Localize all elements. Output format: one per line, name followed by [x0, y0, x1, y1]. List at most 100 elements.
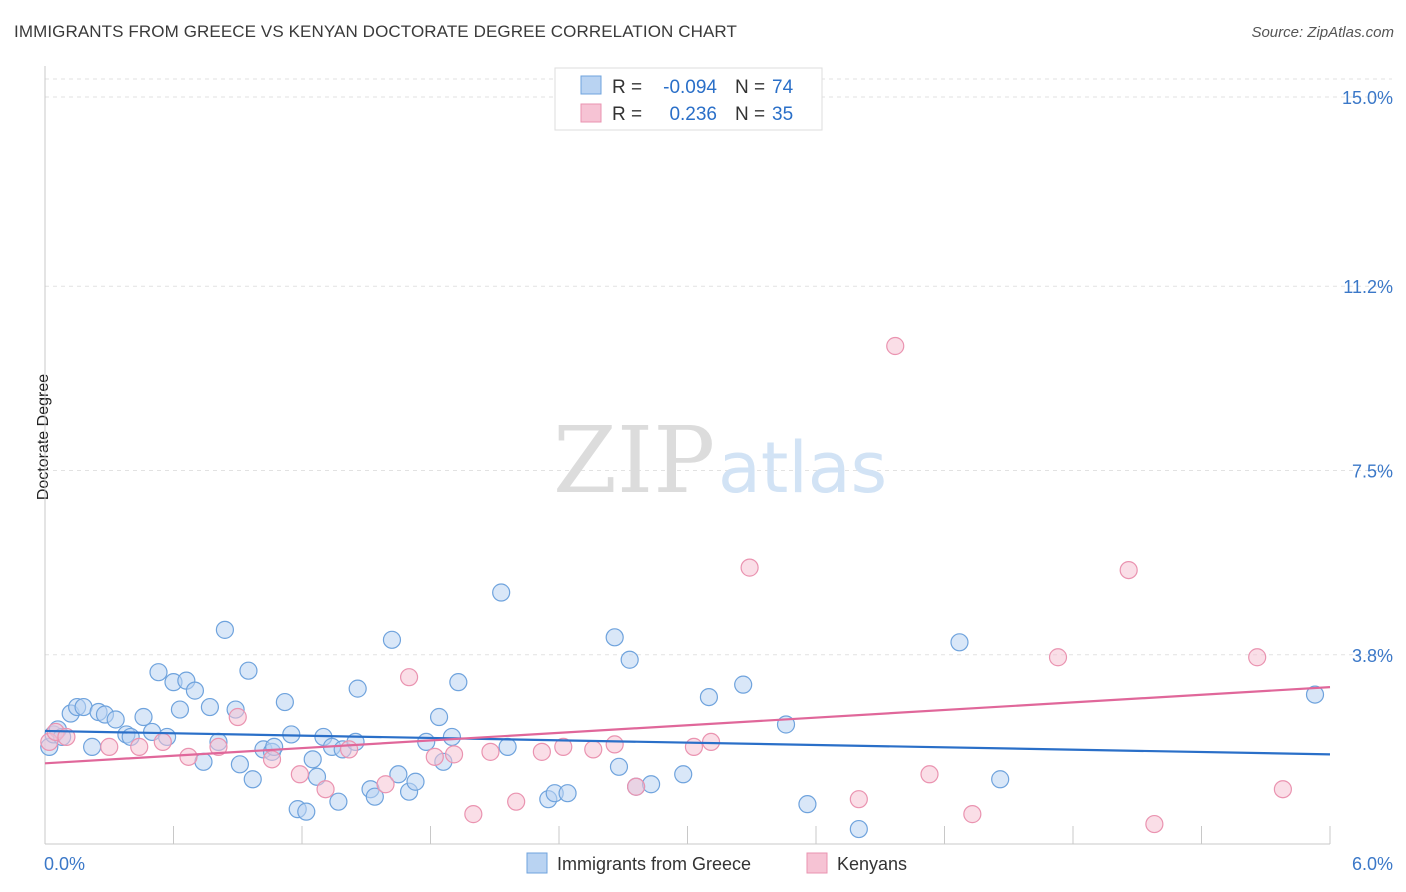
- gridlines: [45, 78, 1392, 656]
- point-greece: [200, 697, 220, 717]
- point-kenyans: [376, 775, 395, 794]
- stats-legend: R = -0.094 N = 74 R = 0.236 N = 35: [554, 67, 823, 131]
- point-greece: [83, 737, 102, 756]
- point-greece: [215, 620, 234, 639]
- trend-line-kenyans: [44, 686, 1331, 765]
- point-greece: [449, 673, 468, 692]
- point-greece: [734, 675, 753, 694]
- legend-r-label-greece: R =: [612, 77, 642, 98]
- point-kenyans: [1145, 814, 1164, 834]
- point-kenyans: [920, 765, 939, 784]
- y-tick-label: 15.0%: [1342, 88, 1393, 108]
- point-kenyans: [100, 737, 119, 756]
- y-tick-label: 3.8%: [1352, 646, 1393, 666]
- point-kenyans: [464, 805, 483, 824]
- x-tick-label: 6.0%: [1352, 854, 1393, 874]
- point-kenyans: [262, 750, 282, 769]
- point-kenyans: [481, 742, 500, 761]
- point-kenyans: [740, 558, 759, 577]
- point-greece: [275, 692, 294, 712]
- legend-r-value-greece: -0.094: [663, 77, 717, 98]
- point-kenyans: [425, 747, 444, 766]
- point-greece: [239, 661, 258, 680]
- point-kenyans: [130, 737, 149, 756]
- watermark-atlas: atlas: [718, 427, 887, 509]
- y-tick-label: 11.2%: [1343, 277, 1393, 297]
- point-kenyans: [444, 745, 464, 764]
- legend-swatch-greece: [580, 75, 602, 95]
- point-greece: [558, 784, 577, 803]
- point-greece: [382, 630, 402, 649]
- point-greece: [170, 700, 190, 719]
- legend-r-label-kenyans: R =: [612, 104, 642, 125]
- point-kenyans: [340, 740, 359, 759]
- legend-n-label-greece: N =: [735, 77, 765, 98]
- point-greece: [348, 679, 367, 698]
- point-greece: [365, 787, 384, 806]
- point-kenyans: [849, 790, 868, 809]
- point-kenyans: [532, 742, 551, 761]
- watermark-zip: ZIP: [553, 407, 715, 514]
- point-kenyans: [1048, 648, 1068, 667]
- point-greece: [699, 687, 719, 707]
- point-kenyans: [1248, 648, 1267, 667]
- point-kenyans: [1273, 780, 1292, 799]
- series-legend-label-greece: Immigrants from Greece: [557, 854, 751, 874]
- point-kenyans: [209, 737, 228, 756]
- point-greece: [674, 765, 693, 784]
- point-kenyans: [684, 737, 704, 756]
- point-greece: [185, 681, 205, 700]
- point-kenyans: [57, 727, 76, 747]
- x-tick-label: 0.0%: [44, 854, 85, 874]
- point-kenyans: [290, 765, 309, 784]
- legend-n-value-greece: 74: [772, 77, 794, 98]
- trend-lines: [44, 686, 1331, 765]
- point-greece: [303, 750, 322, 769]
- point-kenyans: [399, 668, 419, 687]
- point-kenyans: [316, 780, 335, 799]
- point-kenyans: [605, 735, 624, 754]
- point-kenyans: [1119, 560, 1138, 580]
- point-kenyans: [886, 336, 905, 356]
- point-greece: [798, 795, 817, 814]
- point-greece: [134, 707, 153, 727]
- point-greece: [641, 775, 661, 794]
- point-greece: [1305, 685, 1325, 704]
- point-kenyans: [963, 805, 982, 824]
- point-greece: [849, 819, 868, 839]
- point-greece: [243, 770, 262, 789]
- point-kenyans: [584, 740, 603, 759]
- point-greece: [329, 792, 348, 811]
- point-greece: [498, 737, 517, 756]
- series-legend-swatch-kenyans: [806, 852, 828, 874]
- point-kenyans: [507, 792, 526, 811]
- series-legend-swatch-greece: [526, 852, 548, 874]
- trend-line-greece: [44, 729, 1331, 756]
- y-tick-label: 7.5%: [1352, 462, 1393, 482]
- point-kenyans: [554, 737, 573, 756]
- legend-n-value-kenyans: 35: [772, 104, 793, 125]
- point-kenyans: [626, 777, 646, 796]
- point-kenyans: [179, 747, 198, 766]
- legend-swatch-kenyans: [580, 103, 602, 123]
- series-legend: Immigrants from Greece Kenyans: [526, 852, 907, 874]
- chart-title: IMMIGRANTS FROM GREECE VS KENYAN DOCTORA…: [14, 22, 737, 41]
- legend-n-label-kenyans: N =: [735, 104, 765, 125]
- point-kenyans: [153, 732, 172, 752]
- point-greece: [492, 583, 511, 602]
- point-greece: [609, 757, 629, 776]
- point-greece: [442, 727, 462, 747]
- point-greece: [389, 765, 408, 784]
- point-greece: [605, 628, 624, 647]
- legend-r-value-kenyans: 0.236: [669, 104, 717, 125]
- point-greece: [406, 772, 425, 791]
- point-greece: [297, 802, 316, 821]
- point-kenyans: [228, 707, 247, 727]
- source-label: Source: ZipAtlas.com: [1251, 24, 1394, 41]
- point-greece: [429, 707, 449, 727]
- point-greece: [620, 650, 639, 669]
- series-legend-label-kenyans: Kenyans: [837, 854, 907, 874]
- point-greece: [991, 770, 1010, 789]
- point-greece: [230, 755, 249, 774]
